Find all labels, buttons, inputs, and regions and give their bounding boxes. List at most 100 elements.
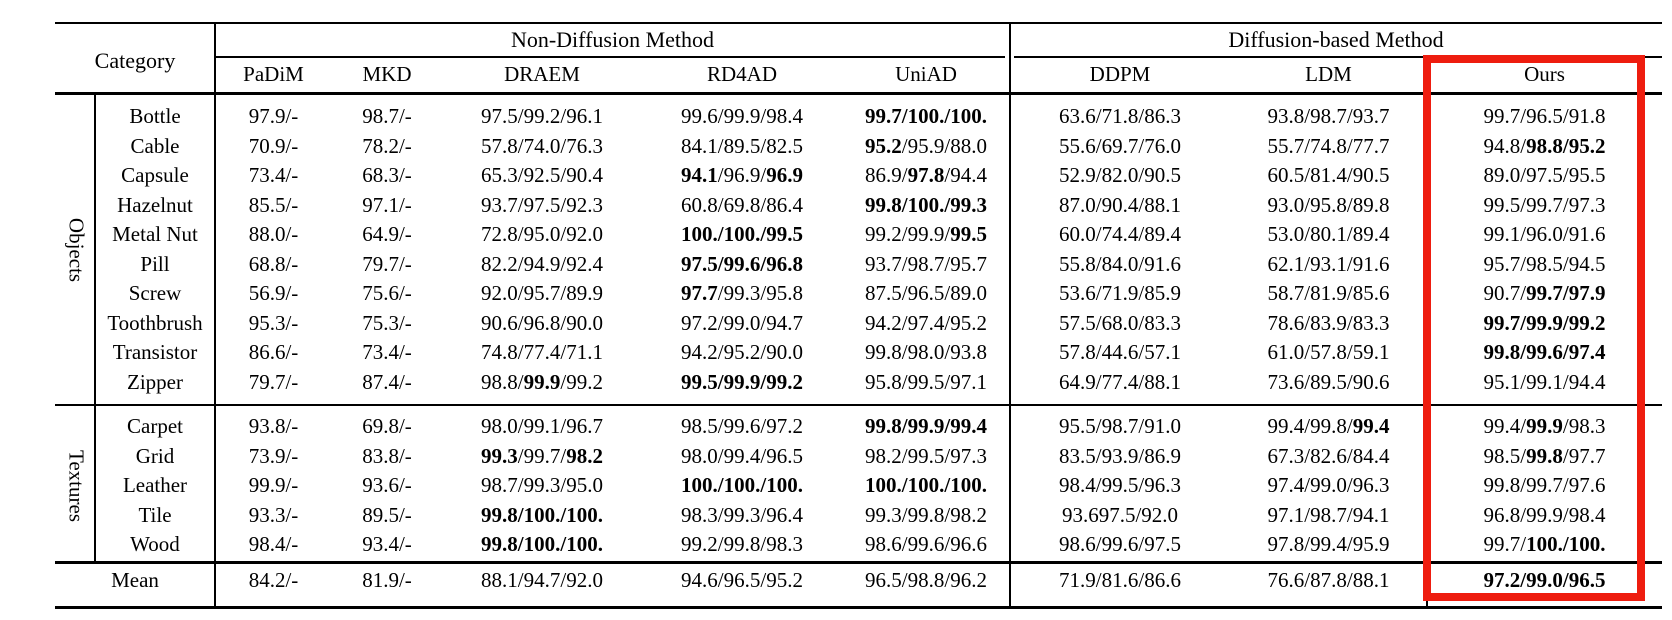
value-cell: 61.0/57.8/59.1 [1267, 340, 1390, 365]
value-cell: 84.1/89.5/82.5 [681, 133, 803, 158]
value-cell: 84.2/- [248, 568, 299, 593]
value-cell: 99.5/99.9/99.2 [681, 369, 803, 394]
value-cell: 71.9/81.6/86.6 [1059, 568, 1181, 593]
category-header: Category [94, 48, 176, 73]
value-cell: 98.6/99.6/97.5 [1059, 532, 1181, 557]
value-cell: 81.9/- [362, 568, 412, 593]
value-cell: 87.4/- [362, 369, 412, 394]
value-cell: 98.0/99.1/96.7 [481, 414, 603, 439]
value-cell: 95.7/98.5/94.5 [1483, 251, 1606, 276]
table-row: Mean 84.2/- 81.9/- 88.1/94.7/92.0 94.6/96.5/… [55, 566, 1662, 596]
category-cell: Hazelnut [117, 192, 193, 217]
value-cell: 82.2/94.9/92.4 [481, 251, 603, 276]
value-cell: 94.2/95.2/90.0 [681, 340, 803, 365]
category-cell: Pill [140, 251, 170, 276]
value-cell: 83.5/93.9/86.9 [1059, 443, 1181, 468]
method-header-padim: PaDiM [243, 62, 304, 86]
value-cell: 95.1/99.1/94.4 [1483, 369, 1606, 394]
table-row: Grid 73.9/- 83.8/- 99.3/99.7/98.2 98.0/99.4/… [55, 442, 1662, 472]
value-cell: 90.7/99.7/97.9 [1483, 281, 1606, 306]
value-cell: 88.1/94.7/92.0 [481, 568, 603, 593]
value-cell: 99.7/100./100. [865, 104, 987, 129]
value-cell: 89.0/97.5/95.5 [1483, 163, 1606, 188]
category-cell: Wood [130, 532, 180, 557]
value-cell: 99.2/99.8/98.3 [681, 532, 803, 557]
table-row: Hazelnut 85.5/- 97.1/- 93.7/97.5/92.3 60.8/6… [55, 191, 1662, 221]
value-cell: 99.3/99.7/98.2 [481, 443, 603, 468]
top-rule [55, 22, 1662, 24]
value-cell: 94.2/97.4/95.2 [865, 310, 987, 335]
value-cell: 86.6/- [248, 340, 299, 365]
value-cell: 55.8/84.0/91.6 [1059, 251, 1181, 276]
value-cell: 99.4/99.8/99.4 [1267, 414, 1390, 439]
vline-rot-category [94, 95, 96, 561]
category-cell: Bottle [129, 104, 181, 129]
value-cell: 99.5/99.7/97.3 [1483, 192, 1606, 217]
value-cell: 87.5/96.5/89.0 [865, 281, 987, 306]
value-cell: 93.3/- [248, 502, 299, 527]
value-cell: 57.8/74.0/76.3 [481, 133, 603, 158]
value-cell: 99.8/99.6/97.4 [1483, 340, 1606, 365]
table-row: Pill 68.8/- 79.7/- 82.2/94.9/92.4 97.5/99.6/… [55, 250, 1662, 280]
value-cell: 97.2/99.0/96.5 [1483, 568, 1606, 593]
value-cell: 67.3/82.6/84.4 [1267, 443, 1390, 468]
value-cell: 95.5/98.7/91.0 [1059, 414, 1181, 439]
table-row: Toothbrush 95.3/- 75.3/- 90.6/96.8/90.0 97.2… [55, 309, 1662, 339]
table-row: Screw 56.9/- 75.6/- 92.0/95.7/89.9 97.7/99.3… [55, 279, 1662, 309]
category-cell: Capsule [121, 163, 189, 188]
value-cell: 98.5/99.8/97.7 [1483, 443, 1606, 468]
value-cell: 97.7/99.3/95.8 [681, 281, 803, 306]
category-cell: Grid [135, 443, 175, 468]
category-cell: Tile [138, 502, 172, 527]
table-row: Metal Nut 88.0/- 64.9/- 72.8/95.0/92.0 100./… [55, 220, 1662, 250]
value-cell: 76.6/87.8/88.1 [1267, 568, 1390, 593]
value-cell: 86.9/97.8/94.4 [865, 163, 987, 188]
group-header-diffusion: Diffusion-based Method [1228, 26, 1444, 52]
value-cell: 98.6/99.6/96.6 [865, 532, 987, 557]
value-cell: 99.1/96.0/91.6 [1483, 222, 1606, 247]
value-cell: 85.5/- [248, 192, 299, 217]
value-cell: 98.8/99.9/99.2 [481, 369, 603, 394]
value-cell: 78.6/83.9/83.3 [1267, 310, 1390, 335]
value-cell: 99.8/98.0/93.8 [865, 340, 987, 365]
value-cell: 99.7/96.5/91.8 [1483, 104, 1606, 129]
value-cell: 75.3/- [362, 310, 412, 335]
table-row: Wood 98.4/- 93.4/- 99.8/100./100. 99.2/99.8/… [55, 530, 1662, 560]
value-cell: 52.9/82.0/90.5 [1059, 163, 1181, 188]
value-cell: 72.8/95.0/92.0 [481, 222, 603, 247]
value-cell: 78.2/- [362, 133, 412, 158]
value-cell: 96.5/98.8/96.2 [865, 568, 987, 593]
value-cell: 58.7/81.9/85.6 [1267, 281, 1390, 306]
value-cell: 88.0/- [248, 222, 299, 247]
value-cell: 100./100./100. [681, 473, 803, 498]
value-cell: 83.8/- [362, 443, 412, 468]
value-cell: 98.2/99.5/97.3 [865, 443, 987, 468]
value-cell: 93.8/98.7/93.7 [1267, 104, 1390, 129]
category-cell: Leather [122, 473, 188, 498]
value-cell: 93.697.5/92.0 [1061, 502, 1179, 527]
value-cell: 99.4/99.9/98.3 [1483, 414, 1606, 439]
cmidrule-diffusion [1014, 56, 1662, 58]
category-cell: Toothbrush [107, 310, 203, 335]
value-cell: 57.8/44.6/57.1 [1059, 340, 1181, 365]
value-cell: 99.6/99.9/98.4 [681, 104, 803, 129]
value-cell: 90.6/96.8/90.0 [481, 310, 603, 335]
value-cell: 68.3/- [362, 163, 412, 188]
method-header-rd4ad: RD4AD [706, 62, 777, 86]
category-cell: Mean [111, 568, 159, 593]
mean-row: Mean 84.2/- 81.9/- 88.1/94.7/92.0 94.6/96.5/… [55, 566, 1662, 596]
value-cell: 99.3/99.8/98.2 [865, 502, 987, 527]
method-header-mkd: MKD [362, 62, 412, 86]
section-divider-rule [55, 404, 1662, 406]
value-cell: 74.8/77.4/71.1 [481, 340, 603, 365]
value-cell: 64.9/- [362, 222, 412, 247]
value-cell: 60.5/81.4/90.5 [1267, 163, 1390, 188]
value-cell: 93.7/97.5/92.3 [481, 192, 603, 217]
value-cell: 87.0/90.4/88.1 [1059, 192, 1181, 217]
value-cell: 95.2/95.9/88.0 [865, 133, 987, 158]
value-cell: 100./100./99.5 [681, 222, 803, 247]
method-header-ddpm: DDPM [1089, 62, 1151, 86]
mean-top-rule [55, 561, 1662, 564]
value-cell: 97.9/- [248, 104, 299, 129]
value-cell: 75.6/- [362, 281, 412, 306]
